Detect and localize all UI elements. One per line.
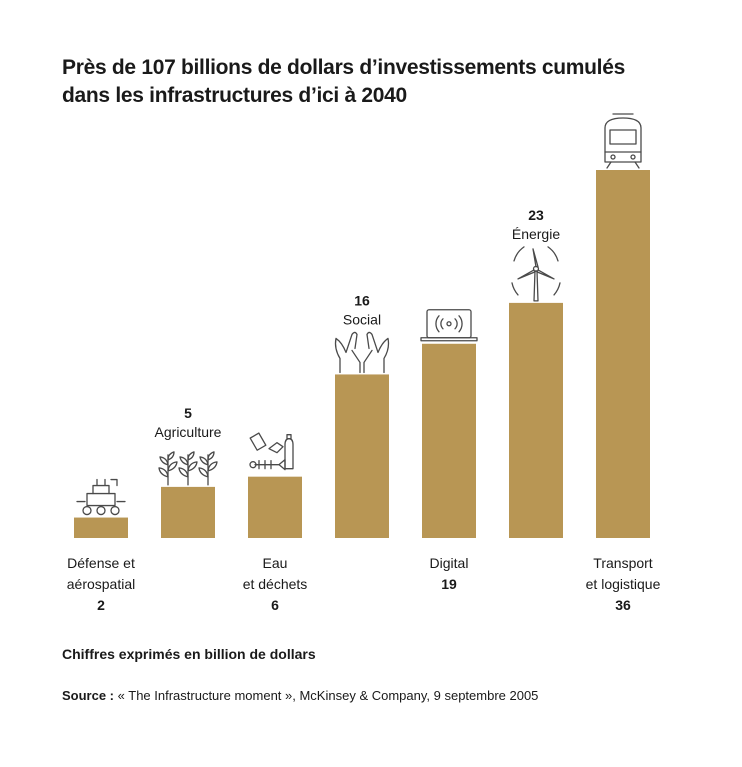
data-label: 6 — [271, 597, 279, 613]
category-label: et déchets — [243, 576, 308, 592]
source-text: « The Infrastructure moment », McKinsey … — [117, 688, 539, 703]
bar — [422, 343, 476, 538]
data-label: 19 — [441, 576, 457, 592]
bar — [248, 476, 302, 538]
bar — [161, 486, 215, 538]
category-label: Eau — [263, 555, 288, 571]
category-label: Transport — [593, 555, 653, 571]
units-note: Chiffres exprimés en billion de dollars — [62, 646, 316, 662]
chart-title: Près de 107 billions de dollars d’invest… — [62, 54, 682, 110]
data-label: 5 — [184, 405, 192, 421]
chart-title-line-2: dans les infrastructures d’ici à 2040 — [62, 84, 407, 107]
category-label: Social — [343, 311, 381, 327]
category-label: aérospatial — [67, 576, 136, 592]
category-label: Défense et — [67, 555, 135, 571]
chart-title-line-1: Près de 107 billions de dollars d’invest… — [62, 56, 625, 79]
source-prefix: Source : — [62, 688, 115, 703]
waste-icon — [249, 432, 294, 471]
rover-icon — [76, 478, 126, 516]
plants-icon — [158, 451, 218, 486]
source-line: Source : « The Infrastructure moment », … — [62, 688, 538, 703]
bar — [596, 170, 650, 538]
category-label: et logistique — [586, 576, 661, 592]
data-label: 16 — [354, 292, 370, 308]
wind-turbine-icon — [511, 246, 561, 302]
category-label: Agriculture — [155, 424, 222, 440]
data-label: 36 — [615, 597, 631, 613]
data-label: 23 — [528, 207, 544, 223]
bar — [74, 517, 128, 538]
train-icon — [604, 113, 642, 169]
category-label: Digital — [430, 555, 469, 571]
laptop-icon — [420, 309, 478, 342]
bar-chart: Défense et aérospatial 2 5 Agriculture Eau et … — [67, 113, 661, 613]
bar — [335, 374, 389, 538]
hands-icon — [334, 331, 390, 374]
category-label: Énergie — [512, 226, 560, 242]
data-label: 2 — [97, 597, 105, 613]
bar — [509, 302, 563, 538]
